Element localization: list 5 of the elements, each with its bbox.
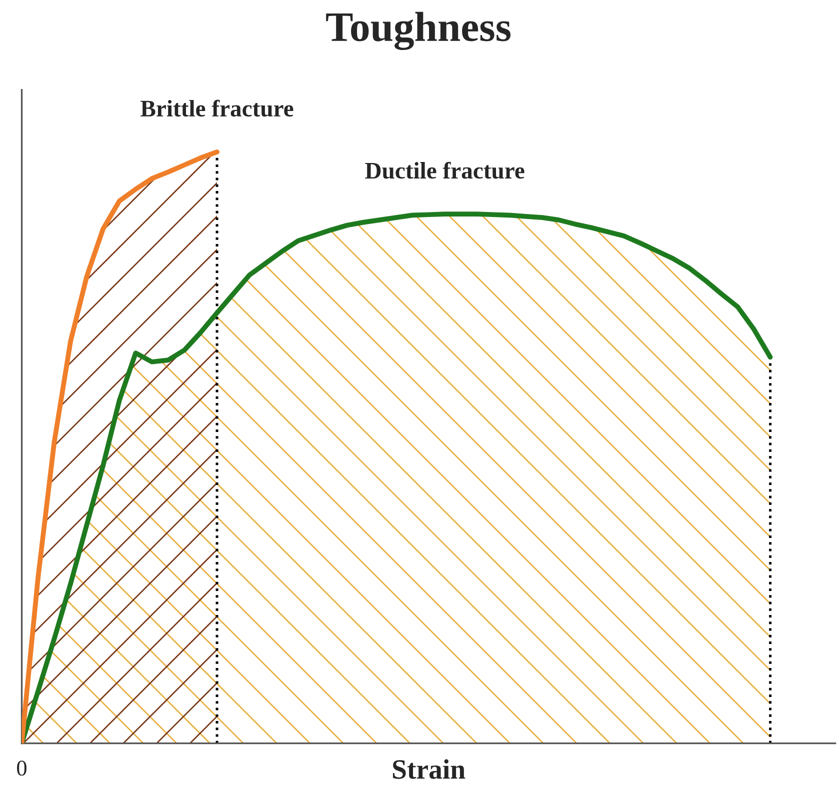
- series-label: Brittle fracture: [140, 100, 294, 117]
- text: 0: [17, 760, 26, 776]
- chart-title: Toughness: [326, 12, 511, 50]
- x-axis-title: Strain: [392, 759, 466, 779]
- series-label: Ductile fracture: [365, 162, 524, 179]
